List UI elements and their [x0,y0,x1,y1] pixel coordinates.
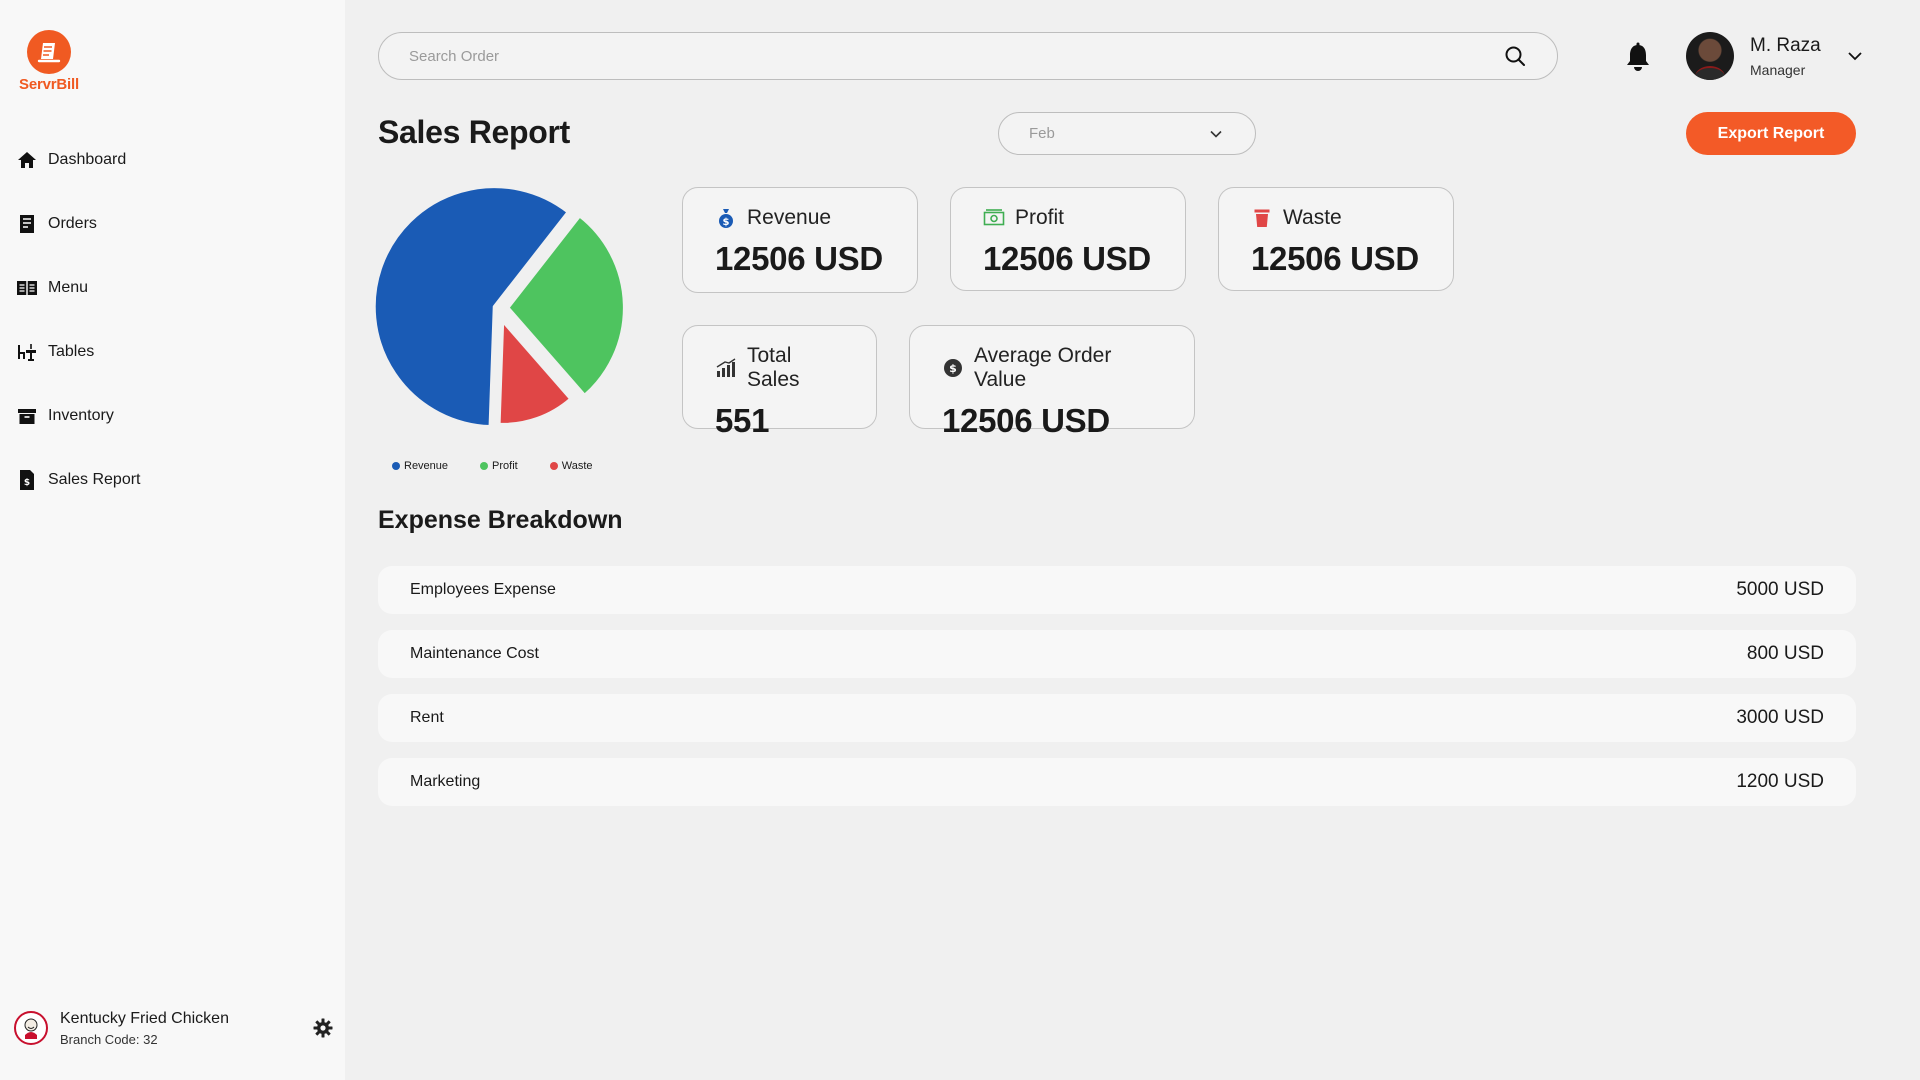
pie-slice-profit [506,214,626,397]
user-role: Manager [1750,61,1806,78]
expense-row: Employees Expense 5000 USD [378,566,1856,614]
user-menu[interactable]: M. Raza Manager [1686,31,1862,81]
sidebar-item-label: Menu [48,279,89,296]
page-title: Sales Report [378,114,571,150]
sales-pie-chart [372,185,626,429]
waste-value: 12506 USD [1251,240,1419,277]
revenue-value: 12506 USD [715,240,883,277]
gear-icon[interactable] [312,1017,334,1039]
home-icon [16,149,38,171]
menu-book-icon [16,277,38,299]
legend-swatch [480,462,489,470]
profit-value: 12506 USD [983,240,1151,277]
user-name: M. Raza [1750,34,1821,56]
archive-box-icon [16,405,38,427]
total-sales-value: 551 [715,402,770,439]
notification-bell-icon[interactable] [1624,42,1652,72]
waste-card: Waste 12506 USD [1218,187,1454,291]
search-bar [378,32,1558,80]
bar-chart-icon [715,357,737,379]
sidebar-item-label: Orders [48,215,97,232]
svg-text:$: $ [949,362,957,375]
brand-logo[interactable]: ServrBill [14,30,84,93]
chevron-down-icon[interactable] [1846,47,1864,65]
expense-name: Maintenance Cost [410,645,539,662]
sidebar-item-label: Sales Report [48,471,141,488]
legend-swatch [549,462,558,470]
pie-slice-waste [497,319,573,426]
expense-breakdown-title: Expense Breakdown [378,506,623,534]
search-input[interactable] [409,47,1503,65]
legend-item-revenue: Revenue [392,460,448,472]
revenue-card: $ Revenue 12506 USD [682,187,918,293]
legend-label: Revenue [404,460,449,472]
sidebar-item-menu[interactable]: Menu [16,256,316,320]
legend-label: Waste [561,460,593,472]
sidebar-item-dashboard[interactable]: Dashboard [16,128,316,192]
average-order-value-value: 12506 USD [942,402,1110,439]
legend-item-waste: Waste [549,460,593,472]
chevron-down-icon [1210,130,1222,138]
pie-slice-revenue [372,185,570,429]
expense-amount: 800 USD [1746,643,1824,664]
expense-name: Employees Expense [410,581,556,598]
receipt-logo-icon [27,30,71,74]
legend-label: Profit [492,460,518,472]
avatar [1686,32,1734,80]
sidebar-item-sales-report[interactable]: $ Sales Report [16,448,316,512]
legend-swatch [392,462,400,470]
receipt-icon [16,213,38,235]
table-chair-icon [16,341,38,363]
profit-label: Profit [1015,206,1065,229]
sidebar-item-inventory[interactable]: Inventory [16,384,316,448]
expense-row: Marketing 1200 USD [378,758,1856,806]
expense-amount: 5000 USD [1736,579,1824,600]
sidebar-item-label: Inventory [48,407,114,424]
sidebar-item-orders[interactable]: Orders [16,192,316,256]
expense-amount: 1200 USD [1736,771,1824,792]
sidebar: ServrBill Dashboard Orders Menu Tables [0,0,345,1080]
expense-name: Rent [410,709,444,726]
average-order-value-card: $ Average Order Value 12506 USD [909,325,1195,439]
sidebar-nav: Dashboard Orders Menu Tables Inventory [16,128,316,512]
dollar-coin-icon: $ [942,357,964,379]
cash-icon [983,207,1005,229]
waste-label: Waste [1283,206,1342,229]
kfc-logo-icon [14,1011,48,1045]
revenue-label: Revenue [747,206,832,229]
profit-card: Profit 12506 USD [950,187,1186,291]
branch-code: Branch Code: 32 [60,1031,158,1047]
branch-name: Kentucky Fried Chicken [60,1009,229,1027]
expense-row: Maintenance Cost 800 USD [378,630,1856,678]
total-sales-label: Total Sales [747,344,800,391]
total-sales-card: Total Sales 551 [682,325,877,439]
branch-info: Kentucky Fried Chicken Branch Code: 32 [14,1008,334,1048]
expense-amount: 3000 USD [1736,707,1824,728]
svg-text:$: $ [723,217,730,228]
expense-name: Marketing [410,773,481,790]
dollar-document-icon: $ [16,469,38,491]
month-select[interactable]: Feb [998,112,1256,155]
search-icon[interactable] [1503,44,1527,68]
export-report-button[interactable]: Export Report [1686,112,1856,155]
average-order-value-label: Average Order Value [974,344,1112,391]
legend-item-profit: Profit [480,460,518,472]
sidebar-item-label: Tables [48,343,95,360]
chart-legend: Revenue Profit Waste [392,460,625,472]
brand-name: ServrBill [19,76,79,93]
svg-text:$: $ [24,478,30,488]
sidebar-item-label: Dashboard [48,151,127,168]
expense-list: Employees Expense 5000 USD Maintenance C… [378,566,1856,822]
money-bag-icon: $ [715,207,737,229]
expense-row: Rent 3000 USD [378,694,1856,742]
sidebar-item-tables[interactable]: Tables [16,320,316,384]
trash-icon [1251,207,1273,229]
month-select-value: Feb [1029,125,1055,142]
